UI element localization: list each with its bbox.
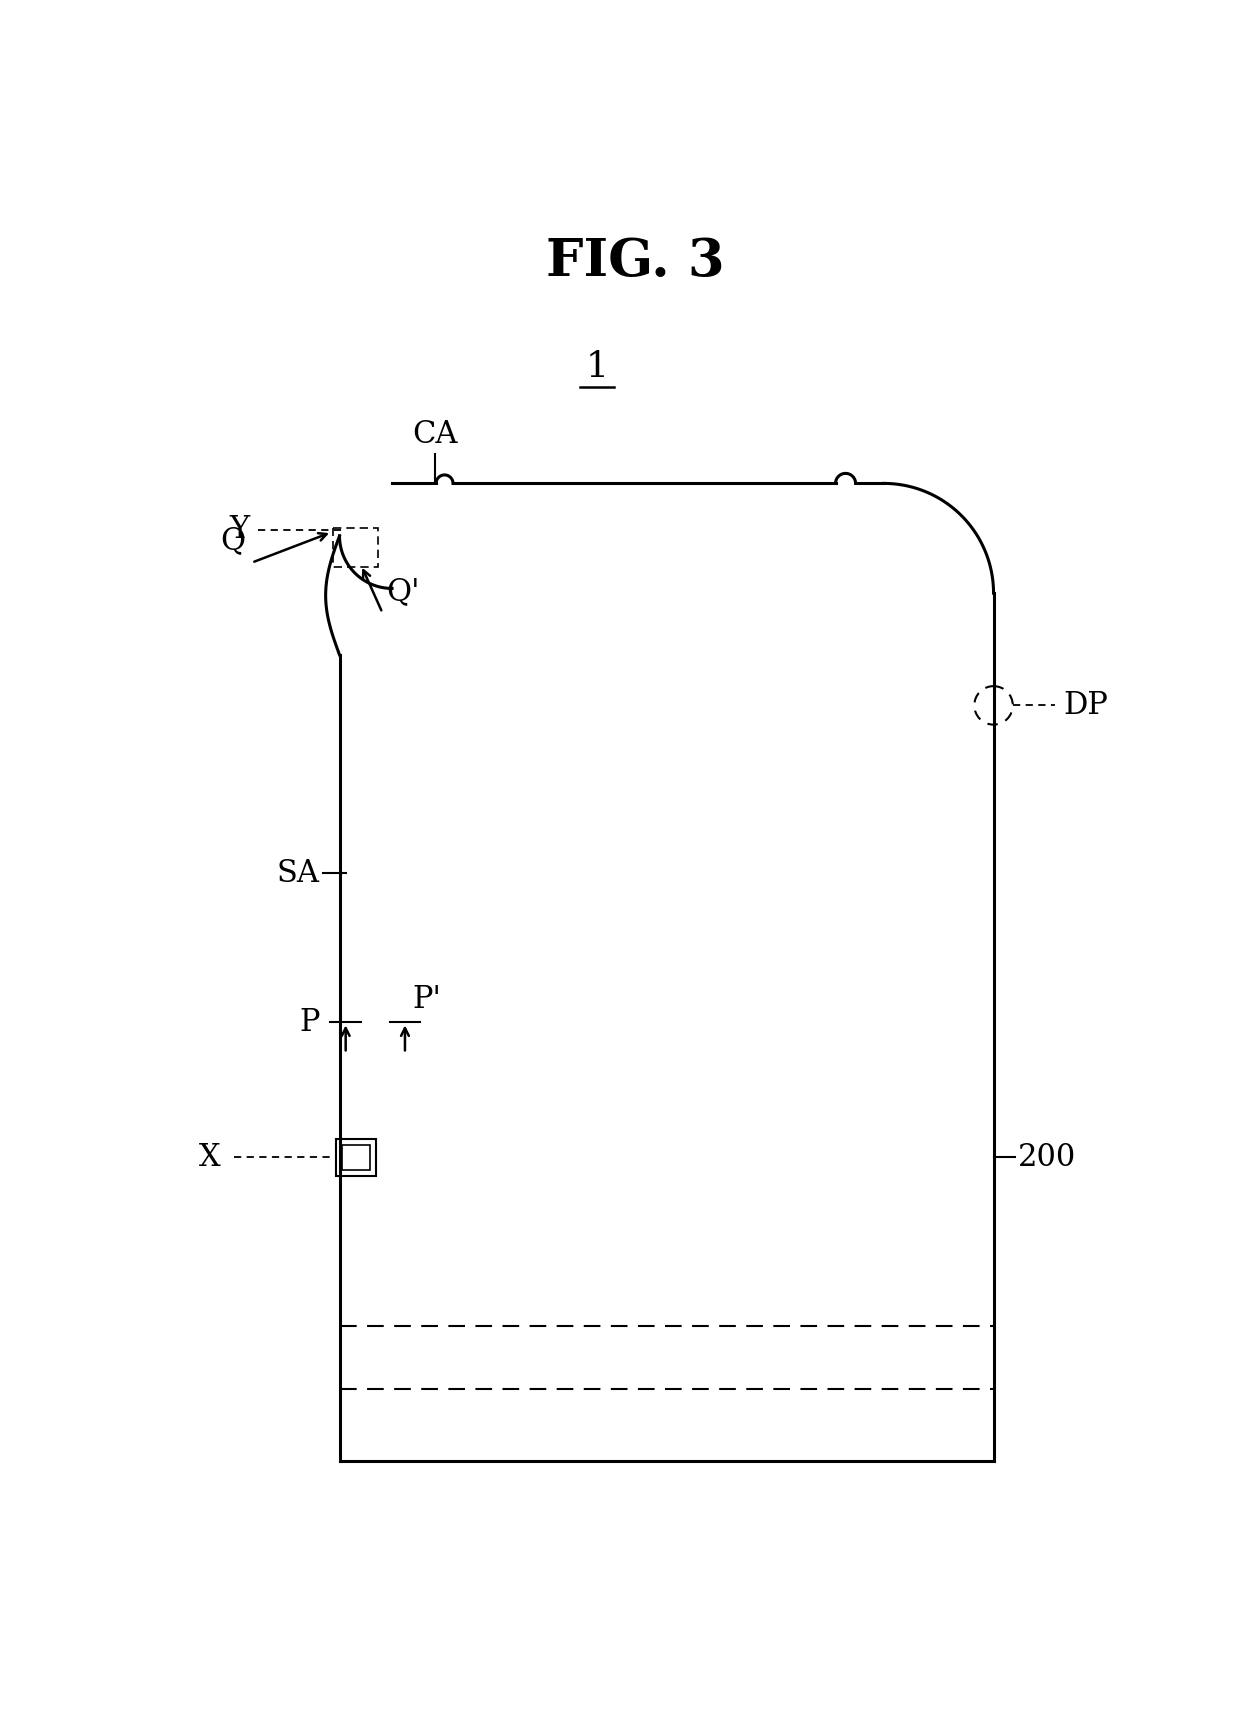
Text: Y: Y [229, 515, 249, 546]
Text: 200: 200 [1018, 1141, 1076, 1172]
Text: P': P' [413, 983, 441, 1014]
Bar [334, 529, 378, 566]
Text: SA: SA [277, 858, 320, 889]
Bar [342, 1145, 370, 1170]
Text: P: P [299, 1007, 320, 1038]
Text: FIG. 3: FIG. 3 [546, 235, 725, 287]
Text: 1: 1 [585, 350, 609, 384]
Bar [336, 1139, 376, 1175]
Text: Q: Q [221, 525, 246, 556]
Text: DP: DP [1063, 690, 1107, 721]
Text: Q': Q' [387, 577, 420, 607]
Text: CA: CA [412, 419, 458, 450]
Text: X: X [198, 1141, 221, 1172]
